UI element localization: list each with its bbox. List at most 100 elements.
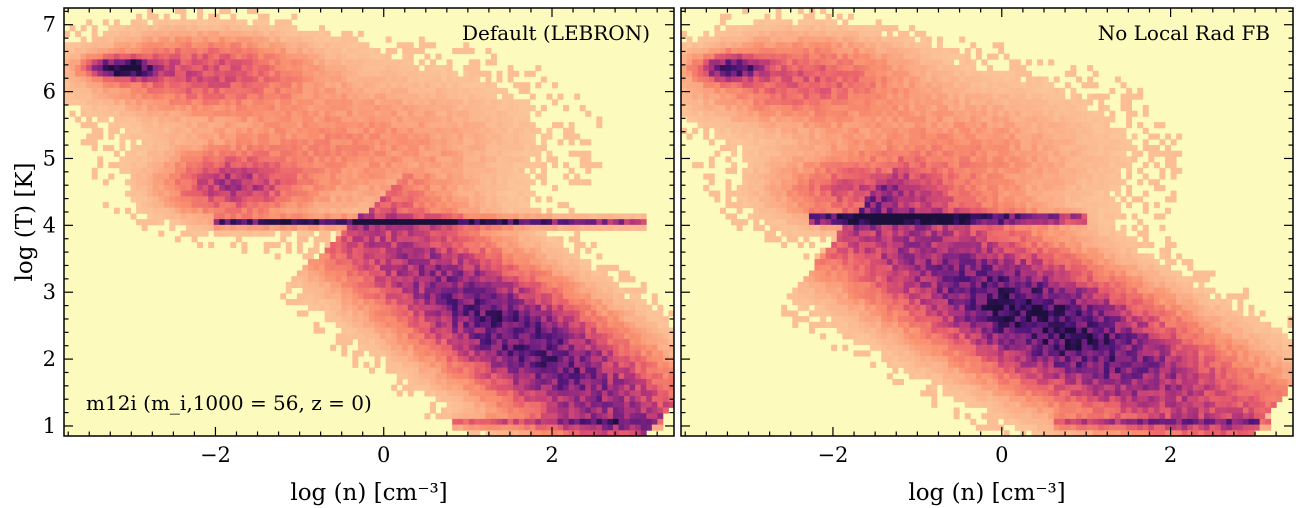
- heatmap-cell: [202, 139, 209, 146]
- heatmap-cell: [418, 179, 425, 186]
- heatmap-cell: [491, 356, 497, 363]
- heatmap-cell: [452, 47, 459, 55]
- heatmap-cell: [208, 127, 215, 134]
- heatmap-cell: [308, 116, 314, 123]
- heatmap-cell: [635, 413, 642, 420]
- heatmap-cell: [324, 47, 331, 55]
- heatmap-cell: [697, 162, 704, 169]
- heatmap-cell: [191, 133, 198, 140]
- heatmap-cell: [607, 430, 614, 436]
- heatmap-cell: [363, 270, 370, 277]
- y-tick-label: 4: [43, 213, 56, 237]
- heatmap-cell: [285, 59, 292, 66]
- heatmap-cell: [418, 327, 425, 334]
- heatmap-cell: [708, 162, 715, 169]
- heatmap-cell: [430, 213, 436, 220]
- heatmap-cell: [158, 133, 165, 140]
- heatmap-cell: [380, 287, 387, 294]
- heatmap-cell: [546, 253, 553, 260]
- heatmap-cell: [357, 122, 364, 129]
- heatmap-cell: [224, 156, 231, 163]
- heatmap-cell: [313, 162, 320, 169]
- heatmap-cell: [91, 42, 98, 49]
- heatmap-cell: [479, 190, 486, 197]
- y-tick-label: 6: [43, 80, 56, 104]
- heatmap-cell: [457, 241, 464, 249]
- heatmap-cell: [313, 327, 320, 334]
- heatmap-cell: [169, 36, 176, 43]
- heatmap-cell: [502, 344, 509, 351]
- heatmap-cell: [69, 99, 76, 106]
- heatmap-cell: [302, 270, 309, 277]
- heatmap-cell: [346, 196, 353, 203]
- heatmap-cell: [491, 299, 497, 306]
- heatmap-cell: [579, 224, 586, 231]
- heatmap-cell: [391, 338, 398, 346]
- heatmap-cell: [391, 144, 398, 152]
- heatmap-cell: [540, 241, 547, 249]
- heatmap-cell: [230, 213, 237, 220]
- heatmap-cell: [341, 105, 348, 112]
- heatmap-cell: [435, 236, 442, 243]
- heatmap-cell: [252, 202, 259, 209]
- heatmap-cell: [574, 259, 581, 266]
- heatmap-cell: [579, 150, 586, 157]
- heatmap-cell: [346, 338, 353, 346]
- heatmap-cell: [668, 378, 674, 386]
- heatmap-cell: [463, 396, 470, 403]
- heatmap-cell: [330, 207, 337, 214]
- heatmap-cell: [296, 310, 303, 317]
- heatmap-cell: [697, 59, 704, 66]
- heatmap-cell: [474, 281, 481, 289]
- heatmap-cell: [385, 361, 392, 368]
- heatmap-cell: [479, 219, 486, 226]
- heatmap-cell: [147, 36, 154, 43]
- heatmap-cell: [529, 230, 536, 237]
- heatmap-cell: [686, 82, 693, 89]
- heatmap-cell: [651, 321, 658, 328]
- heatmap-cell: [352, 59, 359, 66]
- heatmap-cell: [529, 367, 536, 374]
- heatmap-cell: [703, 110, 710, 117]
- heatmap-cell: [491, 361, 497, 368]
- heatmap-cell: [363, 150, 370, 157]
- heatmap-cell: [446, 378, 453, 386]
- heatmap-cell: [285, 127, 292, 134]
- heatmap-cell: [330, 122, 337, 129]
- heatmap-cell: [435, 327, 442, 334]
- heatmap-cell: [496, 281, 503, 289]
- heatmap-cell: [502, 162, 509, 169]
- heatmap-cell: [468, 167, 475, 174]
- heatmap-cell: [346, 241, 353, 249]
- heatmap-cell: [341, 30, 348, 37]
- heatmap-cell: [529, 373, 536, 380]
- heatmap-cell: [202, 110, 209, 117]
- heatmap-cell: [363, 122, 370, 129]
- heatmap-cell: [147, 139, 154, 146]
- heatmap-cell: [141, 133, 148, 140]
- heatmap-cell: [180, 150, 187, 157]
- heatmap-cell: [313, 47, 320, 55]
- heatmap-cell: [452, 184, 459, 192]
- heatmap-cell: [474, 304, 481, 311]
- heatmap-cell: [346, 42, 353, 49]
- heatmap-cell: [413, 327, 420, 334]
- heatmap-cell: [513, 139, 520, 146]
- panel-title: Default (LEBRON): [462, 21, 650, 45]
- heatmap-cell: [374, 105, 381, 112]
- heatmap-cell: [252, 207, 259, 214]
- heatmap-cell: [524, 70, 531, 77]
- heatmap-cell: [524, 384, 531, 391]
- heatmap-cell: [302, 127, 309, 134]
- heatmap-cell: [69, 87, 76, 94]
- heatmap-cell: [269, 93, 276, 100]
- heatmap-cell: [407, 70, 414, 77]
- heatmap-cell: [202, 93, 209, 100]
- heatmap-cell: [125, 99, 131, 106]
- heatmap-cell: [113, 99, 120, 106]
- heatmap-cell: [263, 133, 270, 140]
- heatmap-cell: [385, 36, 392, 43]
- heatmap-cell: [374, 304, 381, 311]
- heatmap-cell: [479, 396, 486, 403]
